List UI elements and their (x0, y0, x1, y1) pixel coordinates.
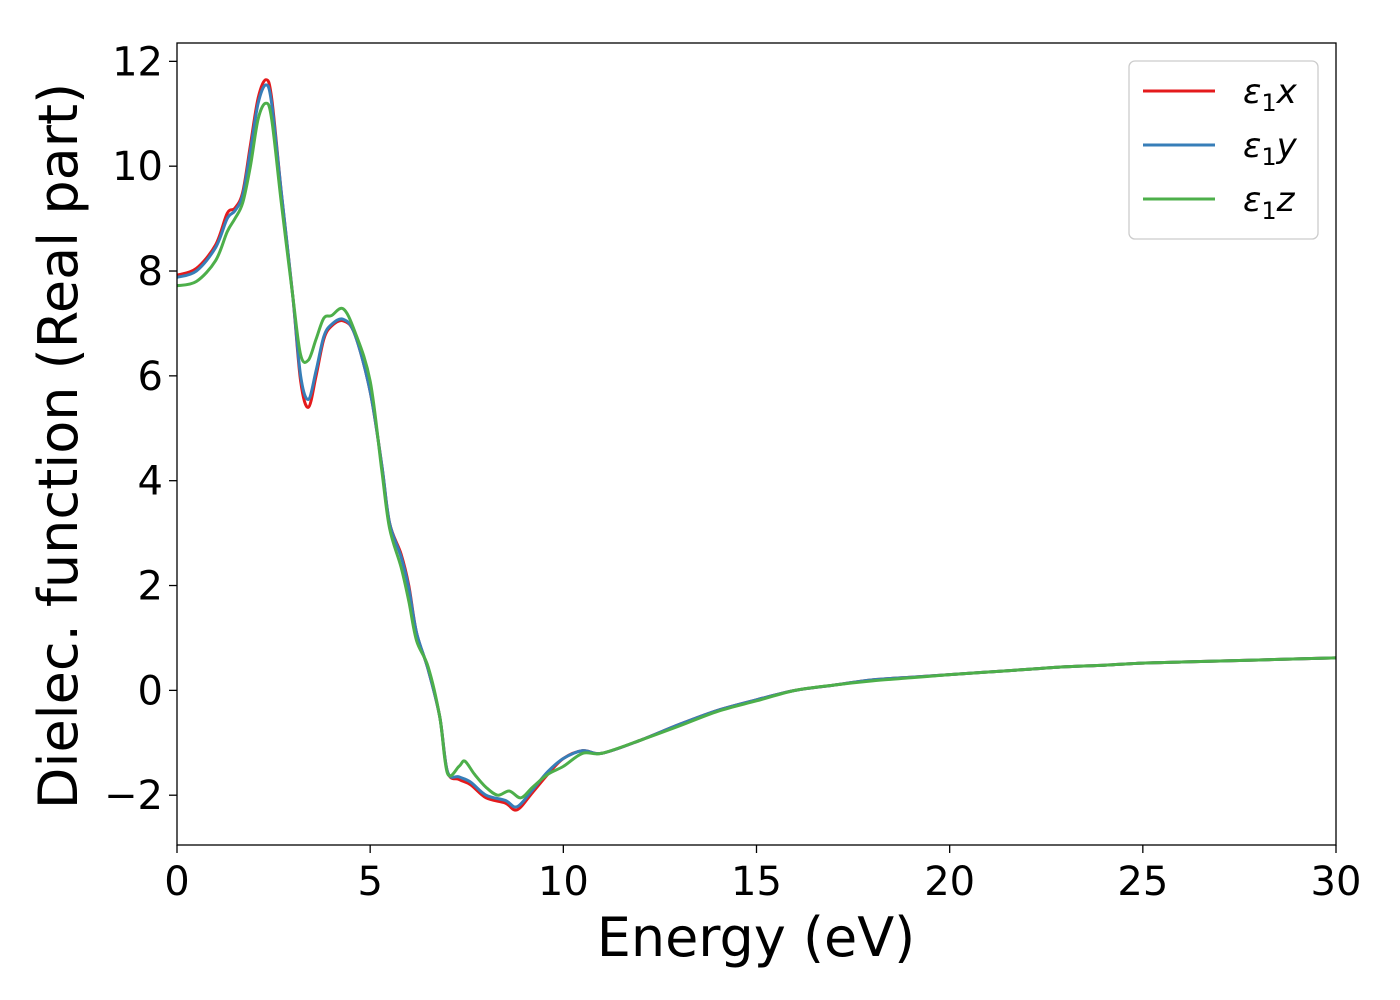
y-tick-label: 8 (138, 249, 163, 295)
x-tick-label: 25 (1117, 859, 1168, 905)
x-tick-label: 5 (357, 859, 382, 905)
y-tick-label: 10 (112, 144, 163, 190)
y-tick-label: 6 (138, 354, 163, 400)
y-axis-ticks: −2 0 2 4 6 8 10 12 (104, 39, 177, 819)
x-tick-label: 30 (1311, 859, 1362, 905)
legend-label-x: ε1x (1243, 72, 1298, 117)
x-axis-ticks: 0 5 10 15 20 25 30 (164, 845, 1361, 905)
y-tick-label: 0 (138, 668, 163, 714)
series-layer (177, 78, 1336, 812)
y-axis-title: Dielec. function (Real part) (27, 83, 90, 809)
y-tick-label: −2 (104, 773, 163, 819)
y-tick-label: 12 (112, 39, 163, 85)
legend: ε1x ε1y ε1z (1128, 60, 1319, 240)
series-line-z (177, 101, 1336, 800)
x-tick-label: 0 (164, 859, 189, 905)
x-tick-label: 10 (538, 859, 589, 905)
x-tick-label: 15 (731, 859, 782, 905)
legend-label-y: ε1y (1243, 126, 1298, 171)
legend-label-z: ε1z (1243, 180, 1296, 225)
legend-box (1128, 60, 1319, 240)
y-tick-label: 2 (138, 564, 163, 610)
y-tick-label: 4 (138, 459, 163, 505)
x-axis-title: Energy (eV) (597, 906, 916, 969)
x-tick-label: 20 (924, 859, 975, 905)
